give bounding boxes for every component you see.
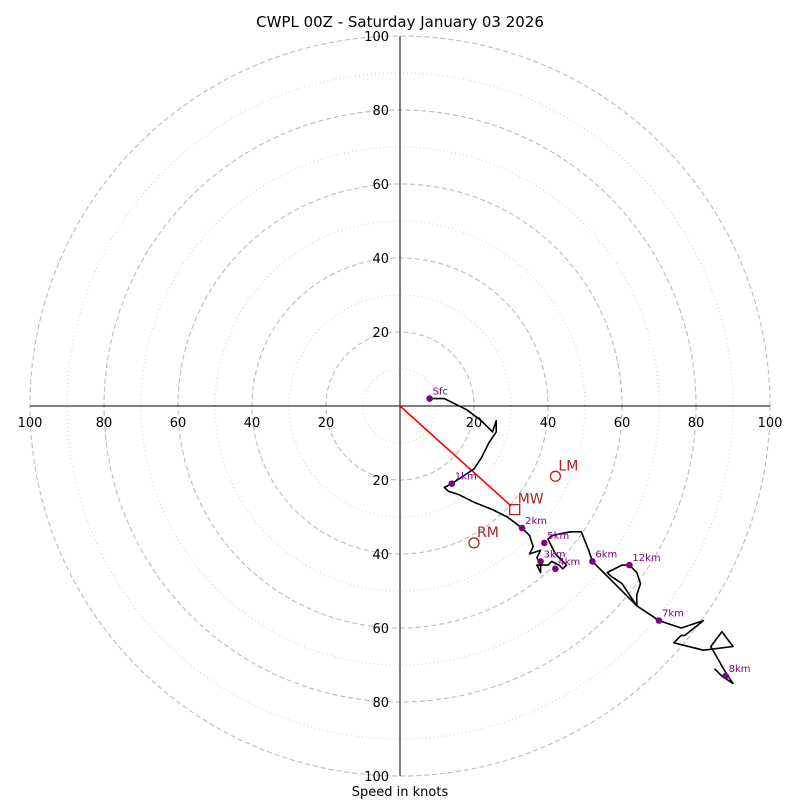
height-marker-6km bbox=[589, 558, 596, 565]
height-label-3km: 3km bbox=[544, 549, 566, 560]
hodograph-trace-group bbox=[429, 397, 734, 685]
height-marker-1km bbox=[448, 480, 456, 488]
height-marker-sfc bbox=[426, 395, 433, 402]
height-label-4km: 4km bbox=[558, 557, 580, 568]
tick-label-top-40: 40 bbox=[372, 252, 389, 267]
tick-label-bottom-40: 40 bbox=[372, 548, 389, 563]
storm-motion-label-rm: RM bbox=[477, 525, 499, 541]
storm-motion-markers: LM MW RM bbox=[468, 458, 578, 549]
height-label-sfc: Sfc bbox=[433, 387, 448, 398]
height-label-2km: 2km bbox=[525, 516, 547, 527]
tick-label-bottom-60: 60 bbox=[372, 622, 389, 637]
mean-wind-line bbox=[399, 405, 512, 507]
tick-label-left-20: 20 bbox=[318, 416, 335, 431]
tick-label-left-100: 100 bbox=[18, 416, 43, 431]
height-label-6km: 6km bbox=[595, 549, 617, 560]
storm-motion-label-lm: LM bbox=[558, 458, 578, 474]
tick-label-right-100: 100 bbox=[758, 416, 783, 431]
height-marker-2km bbox=[518, 524, 526, 532]
mean-wind-line-group bbox=[399, 405, 512, 507]
storm-motion-marker-rm bbox=[468, 537, 480, 549]
height-marker-5km bbox=[541, 539, 548, 547]
tick-label-bottom-80: 80 bbox=[372, 696, 389, 711]
height-label-12km: 12km bbox=[632, 553, 660, 564]
height-label-5km: 5km bbox=[547, 531, 569, 542]
tick-label-right-80: 80 bbox=[688, 416, 705, 431]
height-marker-7km bbox=[655, 617, 663, 624]
height-marker-12km bbox=[626, 561, 633, 569]
tick-labels: 100 80 60 40 20 20 40 60 80 100 20 40 60 80 100 20 40 60 8… bbox=[18, 30, 783, 785]
tick-label-top-60: 60 bbox=[372, 178, 389, 193]
tick-label-top-80: 80 bbox=[372, 104, 389, 119]
tick-label-bottom-100: 100 bbox=[364, 770, 389, 785]
x-axis-label: Speed in knots bbox=[352, 785, 449, 800]
storm-motion-marker-lm bbox=[549, 470, 562, 482]
chart-title: CWPL 00Z - Saturday January 03 2026 bbox=[256, 13, 544, 31]
height-label-1km: 1km bbox=[455, 472, 477, 483]
tick-label-top-20: 20 bbox=[372, 326, 389, 341]
hodograph-trace bbox=[429, 397, 734, 685]
height-label-7km: 7km bbox=[662, 609, 684, 620]
height-label-8km: 8km bbox=[729, 664, 751, 675]
tick-label-left-80: 80 bbox=[96, 416, 113, 431]
height-marker-4km bbox=[552, 565, 559, 573]
tick-label-right-40: 40 bbox=[540, 416, 557, 431]
storm-motion-marker-mw bbox=[509, 503, 521, 516]
tick-label-left-60: 60 bbox=[170, 416, 187, 431]
tick-label-right-20: 20 bbox=[466, 416, 483, 431]
tick-label-left-40: 40 bbox=[244, 416, 261, 431]
storm-motion-label-mw: MW bbox=[518, 492, 544, 508]
tick-label-right-60: 60 bbox=[614, 416, 631, 431]
height-marker-3km bbox=[537, 558, 544, 565]
height-marker-8km bbox=[722, 672, 729, 680]
tick-label-bottom-20: 20 bbox=[372, 474, 389, 489]
tick-label-top-100: 100 bbox=[364, 30, 389, 45]
